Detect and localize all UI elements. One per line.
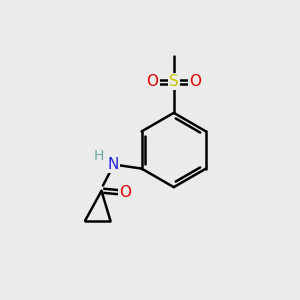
Text: O: O xyxy=(146,74,158,89)
Text: S: S xyxy=(169,74,179,89)
Text: O: O xyxy=(119,185,131,200)
Text: N: N xyxy=(108,157,119,172)
Text: O: O xyxy=(189,74,201,89)
Text: H: H xyxy=(94,149,104,163)
